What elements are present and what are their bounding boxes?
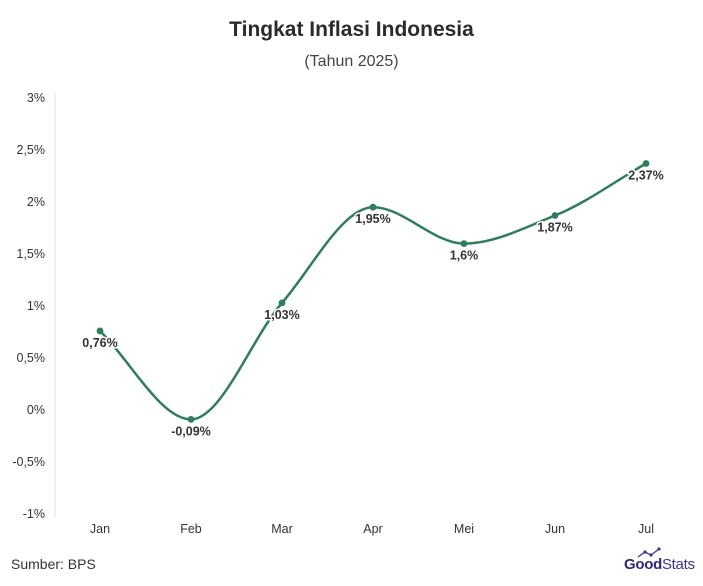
y-tick-label: 3% — [27, 91, 45, 105]
source-note: Sumber: BPS — [11, 556, 96, 572]
data-point — [460, 240, 468, 248]
logo-stats-text: Stats — [661, 556, 695, 573]
data-label: -0,09% — [171, 424, 211, 438]
data-point — [551, 212, 559, 219]
logo-good-text: Good — [624, 556, 662, 573]
data-label: 2,37% — [628, 169, 663, 183]
x-tick-label: Mar — [271, 522, 293, 536]
x-tick-label: Jun — [545, 522, 565, 536]
data-point — [278, 299, 286, 307]
x-tick-label: Mei — [454, 522, 474, 536]
y-tick-label: -0,5% — [12, 455, 45, 469]
data-point — [96, 327, 104, 335]
x-tick-label: Jul — [638, 522, 654, 536]
data-point — [369, 203, 377, 211]
data-point — [642, 160, 650, 167]
data-label: 0,76% — [82, 336, 117, 350]
data-point — [187, 415, 195, 423]
data-label: 1,03% — [264, 308, 299, 322]
x-tick-label: Apr — [363, 522, 382, 536]
x-tick-label: Feb — [180, 522, 202, 536]
logo-chart-icon — [637, 547, 661, 558]
goodstats-logo: GoodStats — [624, 556, 695, 573]
chart-title: Tingkat Inflasi Indonesia — [229, 18, 474, 41]
chart-subtitle: (Tahun 2025) — [304, 53, 399, 70]
data-label: 1,6% — [450, 249, 479, 263]
x-tick-label: Jan — [90, 522, 110, 536]
y-tick-label: 2,5% — [17, 143, 46, 157]
y-tick-label: 0% — [27, 403, 45, 417]
y-tick-label: 0,5% — [17, 351, 46, 365]
data-label: 1,87% — [537, 221, 572, 235]
y-tick-label: 2% — [27, 195, 45, 209]
y-tick-label: 1,5% — [17, 247, 46, 261]
series-line — [98, 162, 648, 421]
y-tick-label: -1% — [23, 507, 45, 521]
y-tick-label: 1% — [27, 299, 45, 313]
data-label: 1,95% — [355, 212, 390, 226]
